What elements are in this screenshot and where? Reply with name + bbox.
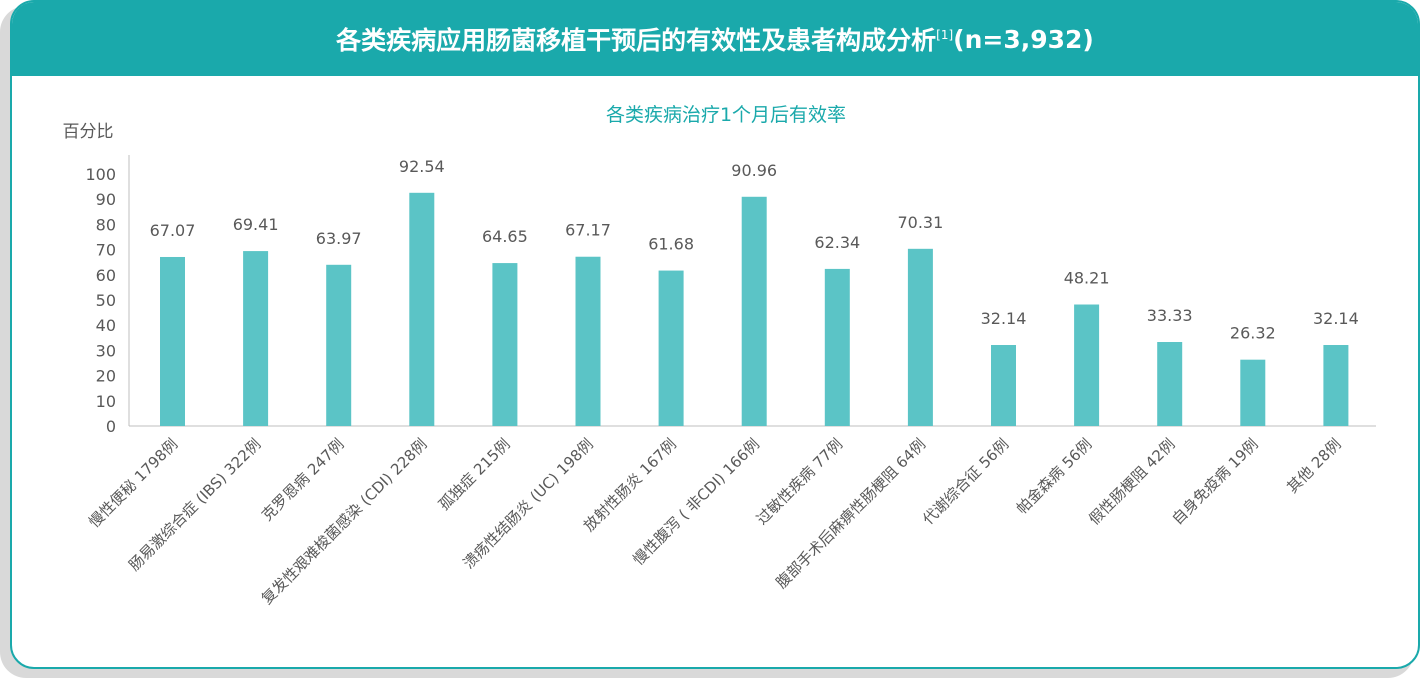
bar [741,196,767,426]
bar [243,251,269,426]
category-label: 其他 28例 [1283,435,1344,496]
category-label: 复发性艰难梭菌感染 (CDI) 228例 [258,435,431,608]
bar [326,264,352,426]
value-label: 62.34 [814,233,860,252]
category-label: 孤独症 215例 [435,435,514,514]
chart-card: 各类疾病应用肠菌移植干预后的有效性及患者构成分析 [1] (n=3,932) [10,0,1420,669]
header-title: 各类疾病应用肠菌移植干预后的有效性及患者构成分析 [336,26,937,55]
y-tick-label: 70 [96,241,116,260]
bar [575,256,601,426]
value-label: 64.65 [482,227,528,246]
value-label: 33.33 [1147,306,1193,325]
category-label: 克罗恩病 247例 [258,435,347,524]
bar [1157,342,1183,426]
bar [409,192,435,426]
y-tick-labels: 0 10 20 30 40 50 60 70 80 90 100 [85,165,116,436]
value-label: 90.96 [731,161,777,180]
y-tick-label: 60 [96,266,116,285]
header-reference: [1] [936,28,954,42]
y-tick-label: 50 [96,291,116,310]
value-label: 70.31 [897,213,943,232]
category-label: 代谢综合征 56例 [919,435,1012,528]
bar [492,263,518,426]
bar [658,270,684,426]
value-label: 32.14 [981,309,1027,328]
bar [160,256,185,426]
category-label: 腹部手术后麻痹性肠梗阻 64例 [772,435,929,592]
category-label: 自身免疫病 19例 [1168,435,1261,528]
bars [160,192,1349,426]
value-labels: 67.07 69.41 63.97 92.54 64.65 67.17 61.68 90.96… [150,157,1359,343]
value-label: 32.14 [1313,309,1359,328]
value-label: 67.17 [565,221,611,240]
chart-title: 各类疾病治疗1个月后有效率 [606,104,846,126]
value-label: 48.21 [1064,269,1110,288]
y-tick-label: 20 [96,367,116,386]
header-banner: 各类疾病应用肠菌移植干预后的有效性及患者构成分析 [1] (n=3,932) [12,2,1418,76]
value-label: 61.68 [648,235,694,254]
category-label: 假性肠梗阻 42例 [1085,435,1178,528]
y-tick-label: 90 [96,190,116,209]
y-tick-label: 30 [96,341,116,360]
y-tick-label: 10 [96,392,116,411]
bar [1323,345,1349,426]
bar [907,248,933,426]
category-label: 慢性便秘 1798例 [85,435,181,531]
value-label: 67.07 [150,221,196,240]
value-label: 69.41 [233,215,279,234]
value-label: 63.97 [316,229,362,248]
bar [824,268,850,426]
category-label: 过敏性疾病 77例 [753,435,846,528]
bar [1074,304,1100,426]
y-tick-label: 100 [85,165,116,184]
y-tick-label: 80 [96,215,116,234]
header-sample-size: (n=3,932) [953,24,1094,54]
category-label: 肠易激综合症 (IBS) 322例 [125,435,264,574]
value-label: 26.32 [1230,324,1276,343]
category-label: 帕金森病 56例 [1013,435,1096,518]
y-tick-label: 0 [106,417,116,436]
bar [1240,359,1266,426]
y-tick-label: 40 [96,316,116,335]
bar [991,345,1016,426]
y-axis-label: 百分比 [63,122,114,142]
value-label: 92.54 [399,157,445,176]
